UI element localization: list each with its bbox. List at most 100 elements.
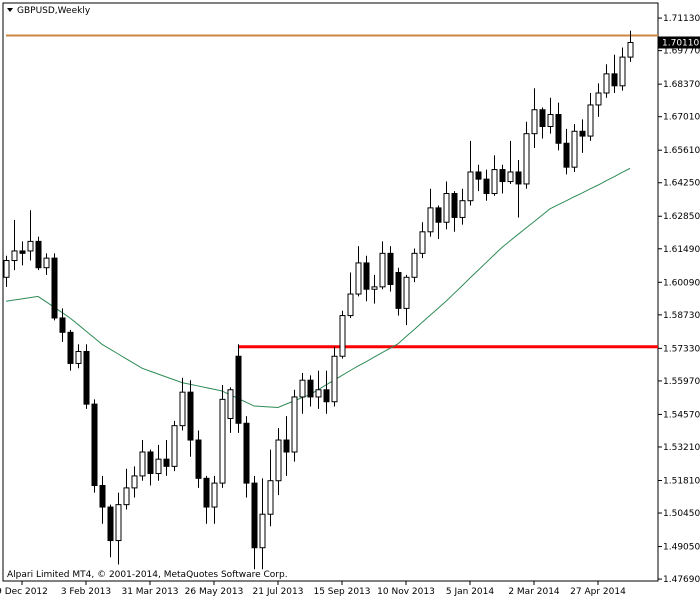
candle-body <box>67 331 74 364</box>
candle-body <box>387 252 394 285</box>
y-tick-label: 1.62850 <box>663 212 700 222</box>
candle-body <box>3 260 10 278</box>
candle-body <box>371 286 378 290</box>
candle-body <box>147 451 154 475</box>
candle-body <box>379 252 386 288</box>
y-tick-label: 1.60090 <box>663 278 700 288</box>
candle-body <box>611 73 618 87</box>
y-tick-label: 1.57330 <box>663 344 700 354</box>
candle-body <box>35 240 42 269</box>
candle-body <box>579 130 586 137</box>
candle-body <box>427 207 434 233</box>
candle-body <box>227 389 234 419</box>
candle-body <box>331 355 338 403</box>
candle-body <box>475 171 482 180</box>
candle-body <box>211 482 218 508</box>
y-tick-label: 1.47690 <box>663 575 700 585</box>
candle-body <box>443 193 450 223</box>
y-tick-label: 1.68370 <box>663 80 700 90</box>
y-tick-label: 1.61490 <box>663 245 700 255</box>
candle-body <box>411 252 418 278</box>
candle-body <box>355 262 362 295</box>
candle-body <box>459 200 466 218</box>
candle-body <box>483 178 490 195</box>
candle-body <box>467 171 474 202</box>
candle-body <box>363 262 370 290</box>
y-tick-label: 1.50450 <box>663 509 700 519</box>
candle-body <box>499 169 506 183</box>
candle-body <box>603 73 610 94</box>
candle-body <box>491 169 498 195</box>
candle-body <box>347 293 354 317</box>
candle-body <box>587 104 594 137</box>
y-tick-label: 1.53210 <box>663 443 700 453</box>
candle-body <box>299 379 306 398</box>
y-tick-label: 1.55970 <box>663 377 700 387</box>
x-tick-label: 21 Jul 2013 <box>253 587 304 597</box>
candle-body <box>339 315 346 357</box>
menu-triangle <box>7 8 13 12</box>
candle-body <box>419 231 426 254</box>
candle-body <box>99 485 106 508</box>
candle-body <box>315 389 322 398</box>
y-tick-label: 1.58730 <box>663 311 700 321</box>
candle-body <box>507 171 514 183</box>
candle-body <box>555 114 562 144</box>
y-tick-label: 1.65610 <box>663 146 700 156</box>
y-tick-label: 1.67010 <box>663 113 700 123</box>
x-tick-label: 3 Feb 2013 <box>61 587 111 597</box>
x-tick-label: 27 Apr 2014 <box>570 587 626 597</box>
candle-body <box>515 171 522 185</box>
candle-body <box>547 114 554 127</box>
candle-body <box>203 477 210 508</box>
x-tick-label: 9 Dec 2012 <box>0 587 48 597</box>
candle-body <box>563 142 570 168</box>
candle-body <box>11 250 18 262</box>
candle-body <box>27 240 34 252</box>
candle-body <box>91 403 98 487</box>
candle-body <box>267 480 274 515</box>
candle-body <box>243 422 250 484</box>
candle-body <box>59 317 66 333</box>
candle-body <box>131 475 138 489</box>
candle-body <box>163 458 170 467</box>
candle-body <box>627 41 634 58</box>
candle-body <box>187 391 194 441</box>
x-tick-label: 5 Jan 2014 <box>446 587 494 597</box>
candle-body <box>395 271 402 309</box>
candle-body <box>123 487 130 506</box>
candle-body <box>283 439 290 453</box>
candle-body <box>195 439 202 479</box>
candle-body <box>523 133 530 185</box>
candle-body <box>107 506 114 542</box>
footer: Alpari Limited MT4, © 2001-2014, MetaQuo… <box>7 570 288 580</box>
price-tag-label: 1.70110 <box>662 38 699 48</box>
y-tick-label: 1.54570 <box>663 410 700 420</box>
x-tick-label: 15 Sep 2013 <box>313 587 370 597</box>
candle-body <box>275 439 282 482</box>
y-tick-label: 1.64250 <box>663 179 700 189</box>
x-tick-label: 26 May 2013 <box>185 587 244 597</box>
candle-body <box>171 425 178 467</box>
candle-body <box>219 398 226 484</box>
y-tick-label: 1.51810 <box>663 476 700 486</box>
candle-body <box>291 396 298 453</box>
candle-body <box>19 250 26 254</box>
candle-body <box>323 389 330 403</box>
candle-body <box>595 92 602 106</box>
x-tick-label: 31 Mar 2013 <box>121 587 178 597</box>
plot-frame <box>2 2 659 582</box>
candle-body <box>619 56 626 87</box>
candle-body <box>259 513 266 549</box>
y-tick-label: 1.49050 <box>663 543 700 553</box>
price-tag <box>658 36 700 49</box>
candle-body <box>451 193 458 218</box>
candle-body <box>115 504 122 542</box>
candle-body <box>235 355 242 424</box>
y-tick-label: 1.71130 <box>663 14 700 24</box>
x-tick-label: 10 Nov 2013 <box>377 587 435 597</box>
candle-body <box>531 109 538 135</box>
y-tick-label: 1.69770 <box>663 47 700 57</box>
